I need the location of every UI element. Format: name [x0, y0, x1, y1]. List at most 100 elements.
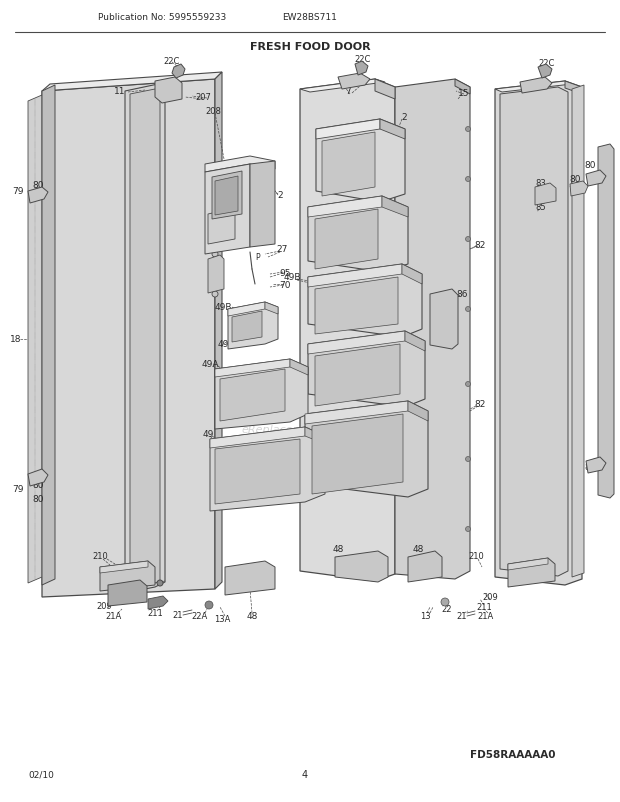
Polygon shape	[205, 164, 250, 255]
Polygon shape	[315, 345, 400, 407]
Text: 86: 86	[456, 290, 467, 299]
Text: 21: 21	[457, 612, 467, 621]
Text: 22: 22	[441, 605, 452, 614]
Polygon shape	[228, 302, 265, 317]
Polygon shape	[570, 182, 588, 196]
Polygon shape	[355, 62, 368, 76]
Text: FD58RAAAAA0: FD58RAAAAA0	[470, 749, 556, 759]
Text: 80: 80	[584, 463, 596, 472]
Polygon shape	[338, 74, 370, 90]
Text: 208: 208	[205, 107, 221, 116]
Polygon shape	[125, 85, 165, 593]
Circle shape	[205, 602, 213, 610]
Text: 209: 209	[482, 593, 498, 602]
Circle shape	[212, 292, 218, 298]
Text: 22C: 22C	[539, 59, 555, 67]
Circle shape	[425, 565, 435, 574]
Polygon shape	[322, 133, 375, 196]
Polygon shape	[308, 331, 425, 407]
Polygon shape	[208, 210, 235, 245]
Polygon shape	[586, 171, 606, 187]
Text: 84: 84	[536, 191, 546, 200]
Polygon shape	[538, 65, 552, 79]
Text: 2: 2	[277, 190, 283, 199]
Text: 11: 11	[114, 87, 126, 96]
Text: 48: 48	[246, 612, 258, 621]
Circle shape	[466, 307, 471, 312]
Text: 13: 13	[420, 612, 430, 621]
Circle shape	[355, 565, 365, 574]
Circle shape	[441, 598, 449, 606]
Text: 7: 7	[345, 87, 351, 96]
Text: 209: 209	[96, 602, 112, 611]
Circle shape	[157, 581, 163, 586]
Polygon shape	[215, 439, 300, 504]
Text: 2: 2	[401, 113, 407, 123]
Polygon shape	[100, 561, 148, 573]
Text: Publication No: 5995559233: Publication No: 5995559233	[98, 14, 226, 22]
Polygon shape	[215, 73, 222, 589]
Polygon shape	[225, 561, 275, 595]
Text: 210: 210	[468, 552, 484, 561]
Polygon shape	[408, 402, 428, 422]
Polygon shape	[316, 119, 405, 203]
Text: 49: 49	[218, 340, 229, 349]
Polygon shape	[210, 427, 325, 512]
Text: 79: 79	[602, 453, 614, 462]
Text: 18: 18	[604, 345, 616, 354]
Polygon shape	[300, 80, 385, 93]
Text: 4: 4	[302, 769, 308, 779]
Text: 95: 95	[279, 268, 291, 277]
Polygon shape	[565, 82, 582, 95]
Polygon shape	[495, 82, 572, 93]
Text: eReplacementParts.com: eReplacementParts.com	[242, 424, 378, 435]
Circle shape	[212, 252, 218, 257]
Text: 82: 82	[474, 400, 485, 409]
Text: FRESH FOOD DOOR: FRESH FOOD DOOR	[250, 42, 370, 52]
Polygon shape	[308, 265, 422, 338]
Polygon shape	[520, 78, 552, 94]
Polygon shape	[508, 558, 555, 587]
Text: 27: 27	[277, 245, 288, 254]
Polygon shape	[28, 188, 48, 204]
Text: 80: 80	[32, 495, 44, 504]
Polygon shape	[500, 88, 568, 577]
Polygon shape	[290, 359, 308, 375]
Polygon shape	[42, 73, 222, 92]
Polygon shape	[315, 277, 398, 334]
Polygon shape	[308, 196, 382, 217]
Text: 21A: 21A	[106, 612, 122, 621]
Polygon shape	[405, 331, 425, 351]
Text: 79: 79	[12, 485, 24, 494]
Polygon shape	[42, 80, 215, 597]
Polygon shape	[598, 145, 614, 498]
Polygon shape	[335, 551, 388, 582]
Text: 82: 82	[474, 241, 485, 249]
Text: 79: 79	[600, 165, 612, 174]
Text: 48: 48	[412, 545, 423, 554]
Polygon shape	[395, 80, 470, 579]
Text: 70: 70	[279, 280, 291, 290]
Polygon shape	[208, 256, 224, 294]
Polygon shape	[305, 402, 428, 497]
Polygon shape	[586, 457, 606, 473]
Polygon shape	[212, 172, 242, 220]
Polygon shape	[28, 469, 48, 486]
Polygon shape	[155, 78, 182, 104]
Polygon shape	[308, 265, 402, 288]
Text: 48: 48	[332, 545, 343, 554]
Text: 49B: 49B	[283, 273, 301, 282]
Text: 80: 80	[569, 174, 581, 184]
Polygon shape	[375, 80, 395, 100]
Text: 21: 21	[173, 611, 184, 620]
Polygon shape	[148, 596, 168, 610]
Polygon shape	[312, 415, 403, 494]
Polygon shape	[228, 302, 278, 350]
Polygon shape	[215, 359, 308, 429]
Text: 15: 15	[458, 88, 470, 97]
Text: 85: 85	[536, 203, 546, 213]
Polygon shape	[300, 80, 395, 581]
Polygon shape	[232, 312, 262, 342]
Circle shape	[466, 457, 471, 462]
Polygon shape	[402, 265, 422, 285]
